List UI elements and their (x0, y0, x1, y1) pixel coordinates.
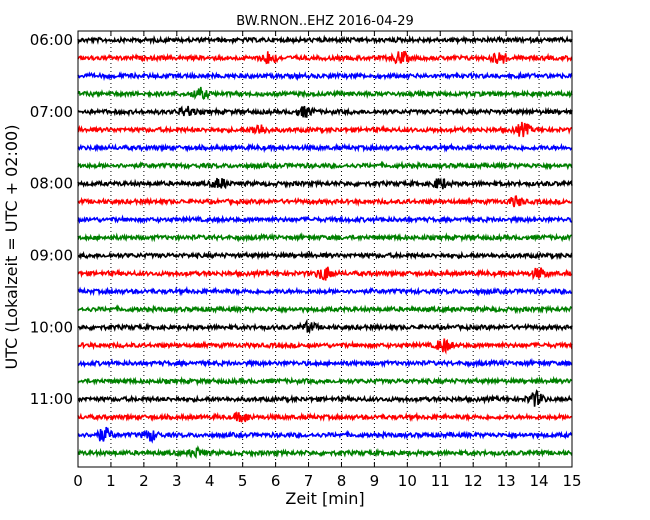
seismogram-trace (77, 445, 573, 459)
y-tick-label: 06:00 (30, 31, 73, 49)
seismogram-trace (77, 304, 573, 315)
y-tick-label: 10:00 (30, 318, 73, 336)
x-tick-label: 10 (398, 472, 417, 490)
x-tick-label: 6 (271, 472, 281, 490)
y-tick-label: 09:00 (30, 246, 73, 264)
chart-title: BW.RNON..EHZ 2016-04-29 (236, 14, 414, 29)
plot-frame (77, 30, 573, 468)
x-tick-label: 5 (238, 472, 248, 490)
seismogram-trace (77, 375, 573, 387)
x-tick-label: 4 (205, 472, 215, 490)
seismogram-trace (77, 318, 573, 335)
seismogram-trace (77, 266, 573, 281)
y-tick-label: 11:00 (30, 390, 73, 408)
x-tick-label: 7 (304, 472, 314, 490)
seismogram-trace (77, 121, 573, 138)
seismogram-trace (77, 411, 573, 423)
x-tick-label: 13 (497, 472, 516, 490)
seismogram-trace (77, 50, 573, 65)
x-tick-label: 2 (139, 472, 149, 490)
x-tick-label: 3 (172, 472, 182, 490)
x-tick-label: 0 (73, 472, 83, 490)
seismogram-trace (77, 86, 573, 101)
seismogram-trace (77, 34, 573, 46)
seismogram-trace (77, 232, 573, 243)
y-axis-label: UTC (Lokalzeit = UTC + 02:00) (2, 125, 21, 370)
seismogram-trace (77, 160, 573, 171)
seismogram-trace (77, 389, 573, 407)
seismogram-trace (77, 250, 573, 261)
x-axis-ticks: 0 1 2 3 4 5 6 7 8 9 10 11 12 13 14 15 (73, 31, 582, 490)
y-tick-label: 07:00 (30, 103, 73, 121)
y-axis-ticks: 06:00 07:00 08:00 09:00 10:00 11:00 (30, 31, 572, 408)
seismogram-trace (77, 195, 573, 208)
seismogram-trace (77, 177, 573, 190)
grid-lines (110, 31, 540, 467)
x-tick-label: 12 (464, 472, 483, 490)
seismogram-trace (77, 70, 573, 82)
x-tick-label: 8 (337, 472, 347, 490)
seismogram-trace (77, 357, 573, 369)
seismogram-trace (77, 142, 573, 154)
seismogram-trace (77, 105, 573, 118)
seismogram-traces (77, 34, 573, 459)
x-tick-label: 9 (370, 472, 380, 490)
seismogram-trace (77, 426, 573, 444)
x-tick-label: 1 (106, 472, 116, 490)
seismogram-trace (77, 214, 573, 225)
seismogram-trace (77, 338, 573, 355)
x-axis-label: Zeit [min] (285, 489, 364, 508)
x-tick-label: 11 (431, 472, 450, 490)
y-tick-label: 08:00 (30, 175, 73, 193)
seismogram-trace (77, 285, 573, 297)
x-tick-label: 14 (530, 472, 549, 490)
x-tick-label: 15 (562, 472, 581, 490)
